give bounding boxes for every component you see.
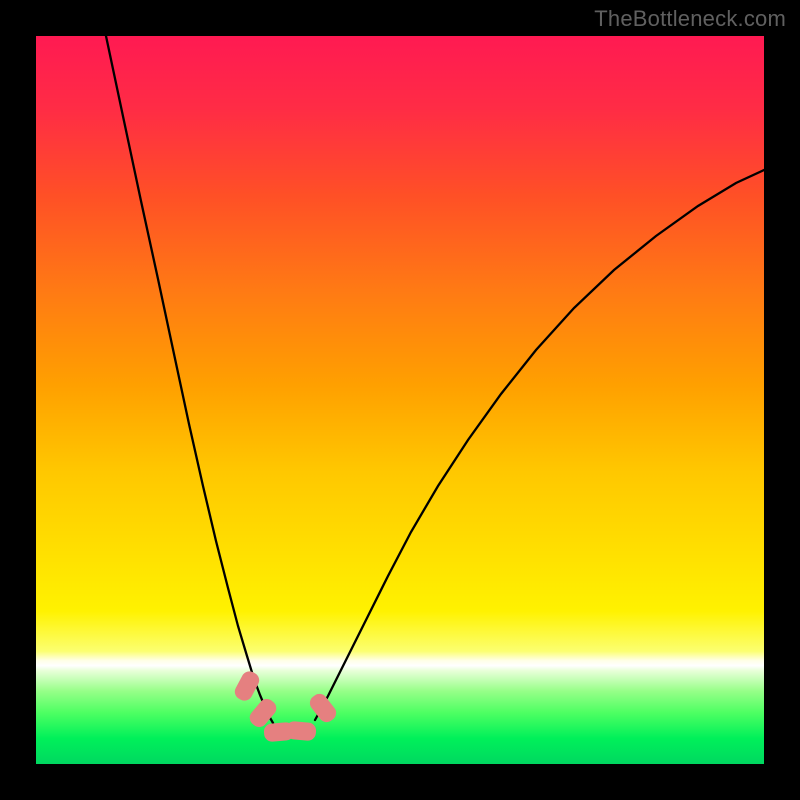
marker-group	[232, 669, 339, 743]
plot-area	[36, 36, 764, 764]
marker-4	[307, 691, 340, 726]
curve-right	[315, 170, 764, 720]
watermark-text: TheBottleneck.com	[594, 6, 786, 32]
marker-3	[285, 721, 316, 742]
curve-left	[106, 36, 273, 723]
curve-layer	[36, 36, 764, 764]
